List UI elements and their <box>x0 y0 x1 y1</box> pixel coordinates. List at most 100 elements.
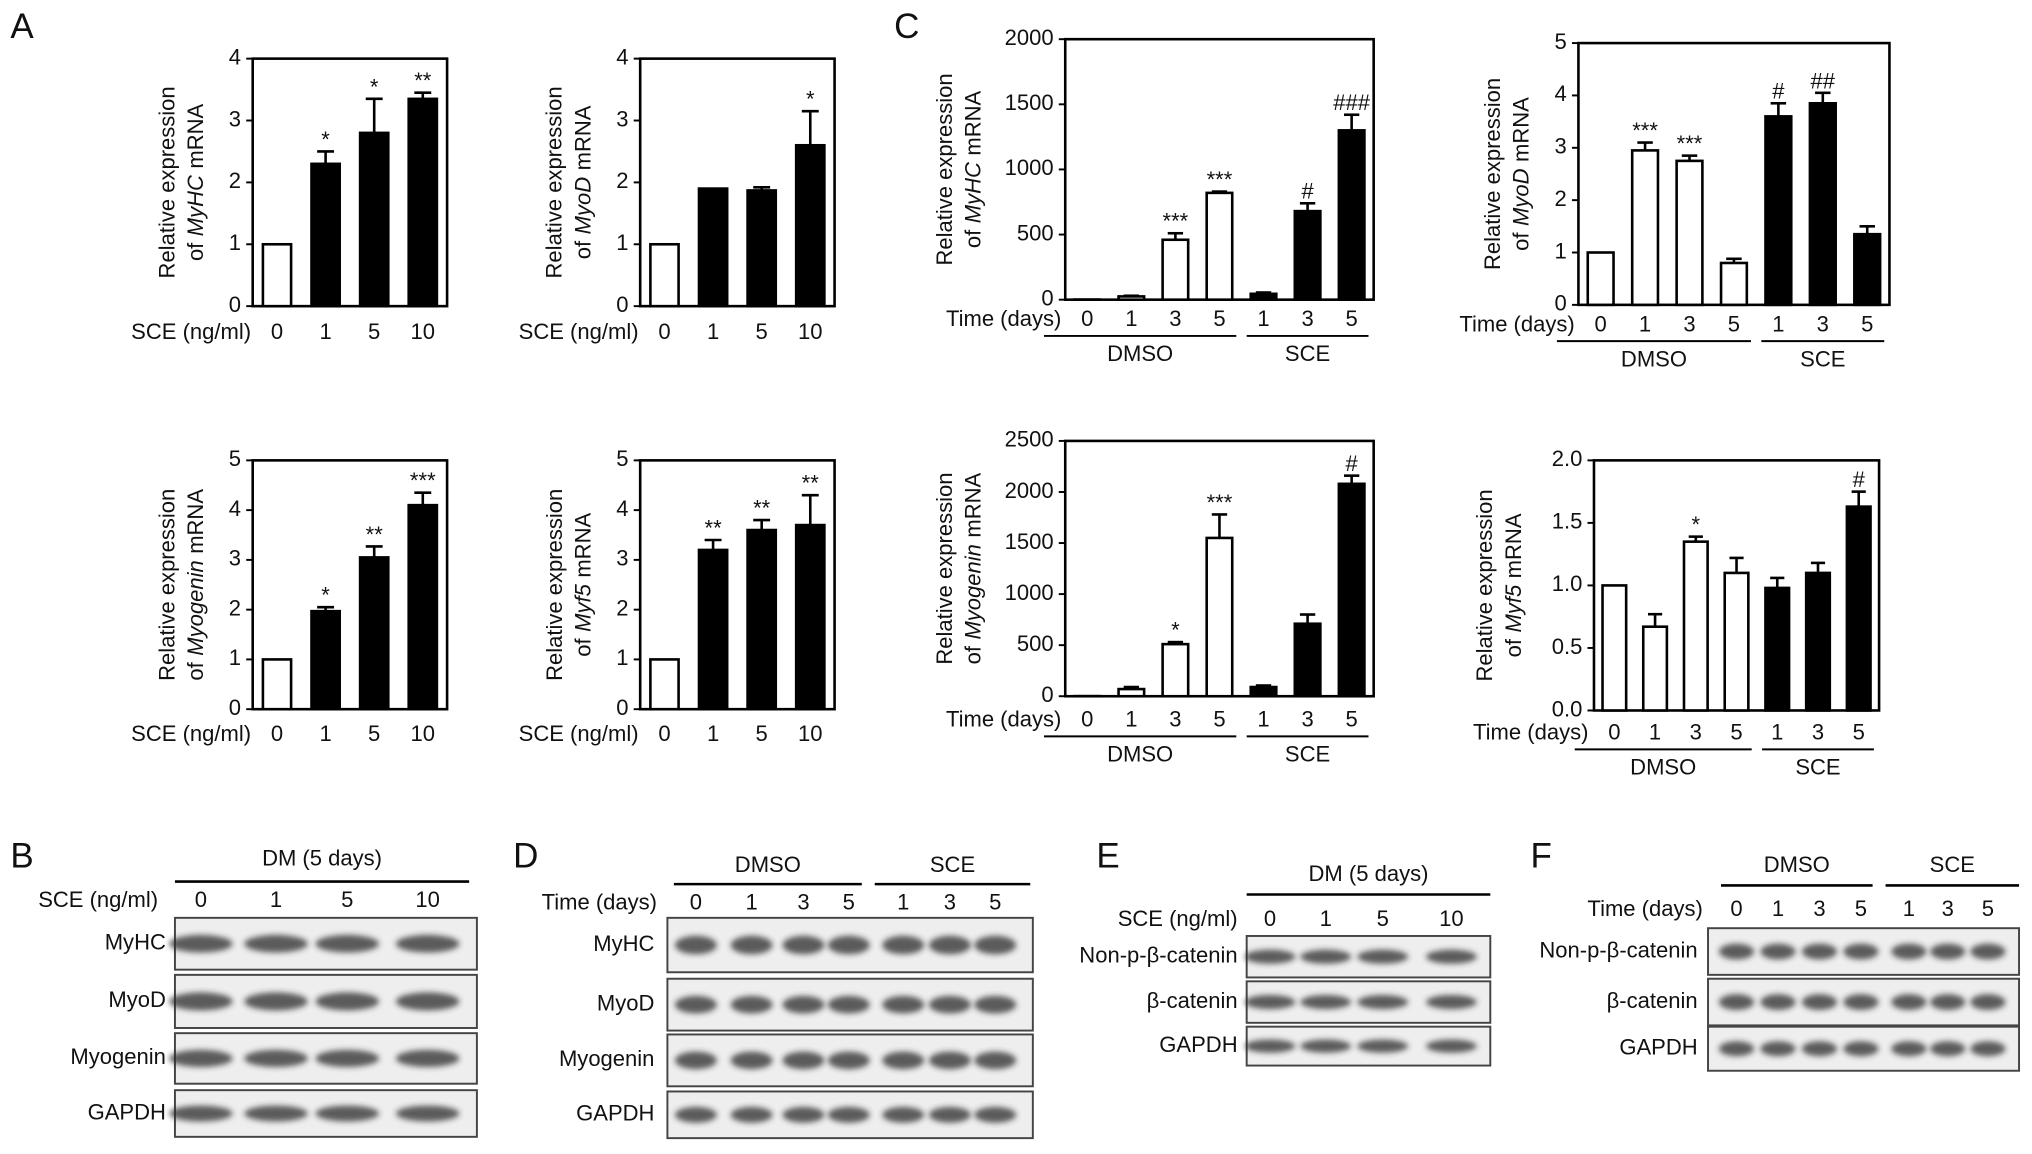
x-tick-label: 0 <box>271 721 283 746</box>
x-tick-label: 5 <box>1346 707 1358 732</box>
x-tick-label: 3 <box>1812 720 1824 745</box>
y-label-gene: MyHC <box>183 174 208 236</box>
band <box>827 1106 870 1123</box>
plot-frame <box>638 459 836 711</box>
y-label-gene: Myf5 <box>1501 584 1526 632</box>
significance: # <box>1853 467 1866 492</box>
y-axis-label: Relative expression <box>542 489 567 681</box>
blot-group: SCE <box>930 852 975 877</box>
y-tick-label: 3 <box>229 546 241 571</box>
x-tick-label: 1 <box>1649 720 1661 745</box>
y-label-part: of <box>1509 232 1534 251</box>
lane-label: 5 <box>341 887 353 912</box>
band <box>882 1051 925 1070</box>
lane-label: 5 <box>843 889 855 914</box>
band <box>395 934 460 953</box>
band <box>974 1051 1017 1070</box>
x-tick-label: 3 <box>1301 707 1313 732</box>
bar <box>1675 159 1704 307</box>
x-tick-label: 5 <box>1853 720 1865 745</box>
y-axis-label: Relative expression <box>1480 78 1505 270</box>
y-tick-label: 500 <box>1017 631 1054 656</box>
lane-label: 5 <box>1982 896 1994 921</box>
band <box>315 992 380 1011</box>
bar <box>358 131 390 308</box>
y-tick-label: 1 <box>229 645 241 670</box>
significance: * <box>321 127 330 152</box>
bar <box>1845 505 1872 712</box>
significance: *** <box>1163 209 1189 234</box>
bar <box>1249 292 1278 301</box>
group-label: DMSO <box>1621 346 1687 371</box>
bar <box>746 189 778 308</box>
band <box>1843 943 1879 960</box>
band <box>974 935 1017 955</box>
band <box>244 934 308 953</box>
blot-row-label: Non-p-β-catenin <box>1539 937 1697 962</box>
y-axis-label: of Myf5 mRNA <box>570 513 595 657</box>
y-label-part: of <box>570 240 595 259</box>
band <box>1970 943 2006 960</box>
bar <box>649 242 680 308</box>
y-axis-label: of Myogenin mRNA <box>183 489 208 681</box>
significance: ** <box>705 515 723 540</box>
band <box>1244 995 1296 1010</box>
bar <box>1293 622 1322 698</box>
x-tick-label: 1 <box>319 319 331 344</box>
y-tick-label: 5 <box>1555 29 1567 54</box>
y-label-part: mRNA <box>960 90 985 155</box>
band <box>1801 1041 1838 1057</box>
band <box>882 1106 925 1123</box>
y-label-gene: MyoD <box>570 177 595 235</box>
band <box>1930 943 1966 960</box>
band <box>244 1049 308 1068</box>
y-label-gene: Myogenin <box>960 544 985 639</box>
x-tick-label: 5 <box>1730 720 1742 745</box>
y-label-gene: Myogenin <box>183 560 208 655</box>
band <box>395 992 460 1011</box>
band <box>1426 949 1477 964</box>
significance: *** <box>1677 131 1703 156</box>
bar <box>1205 191 1234 301</box>
x-tick-label: 1 <box>1125 306 1137 331</box>
plot-frame <box>638 57 836 308</box>
band <box>1718 994 1755 1010</box>
y-tick-label: 4 <box>616 496 628 521</box>
band <box>730 1106 773 1123</box>
bar <box>1293 209 1322 301</box>
y-tick-label: 2 <box>1555 186 1567 211</box>
band <box>928 1051 971 1070</box>
lane-label: 1 <box>270 887 282 912</box>
band <box>974 1106 1017 1123</box>
lane-label: 5 <box>1377 906 1389 931</box>
x-tick-label: 3 <box>1169 707 1181 732</box>
bar <box>358 556 390 711</box>
bar <box>1117 687 1146 698</box>
x-tick-label: 5 <box>1213 707 1225 732</box>
band <box>1891 994 1927 1010</box>
bar <box>1601 584 1628 712</box>
y-tick-label: 1.0 <box>1552 571 1583 596</box>
blot-group: DMSO <box>735 852 801 877</box>
y-label-part: mRNA <box>183 103 208 168</box>
x-tick-label: 0 <box>1081 707 1093 732</box>
y-label-part: mRNA <box>183 489 208 554</box>
x-tick-label: 3 <box>1169 306 1181 331</box>
y-tick-label: 2500 <box>1005 427 1054 452</box>
bar <box>1764 586 1791 712</box>
x-tick-label: 0 <box>658 319 670 344</box>
significance: * <box>806 87 815 112</box>
blot-group: DM (5 days) <box>262 845 382 870</box>
band <box>928 935 971 955</box>
y-label-part: mRNA <box>1509 97 1534 162</box>
panel-letter: C <box>894 7 919 46</box>
significance: ## <box>1811 68 1836 93</box>
y-tick-label: 1 <box>616 645 628 670</box>
bar <box>1808 101 1837 307</box>
y-axis-label: of MyoD mRNA <box>1509 97 1534 251</box>
blot-row-label: GAPDH <box>88 1099 166 1124</box>
plot-frame <box>251 459 449 711</box>
y-tick-label: 0 <box>229 695 241 720</box>
band <box>1300 949 1352 964</box>
blot-row-label: β-catenin <box>1147 988 1238 1013</box>
